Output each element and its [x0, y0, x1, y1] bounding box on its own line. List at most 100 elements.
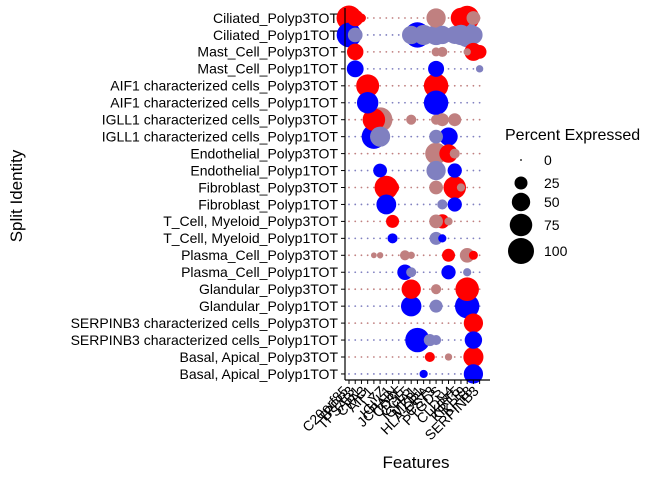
zero-expression-dot: [460, 67, 462, 70]
zero-expression-dot: [435, 356, 437, 358]
zero-expression-dot: [348, 220, 350, 223]
zero-expression-dot: [372, 152, 375, 155]
zero-expression-dot: [348, 203, 350, 206]
zero-expression-dot: [366, 373, 369, 375]
zero-expression-dot: [391, 254, 394, 257]
expression-dot: [370, 126, 391, 147]
x-axis-title: Features: [382, 453, 449, 472]
zero-expression-dot: [416, 237, 419, 240]
zero-expression-dot: [379, 339, 381, 341]
expression-dot: [407, 251, 415, 259]
expression-dot: [454, 293, 480, 319]
zero-expression-dot: [460, 101, 462, 104]
zero-expression-dot: [472, 152, 475, 155]
zero-expression-dot: [360, 203, 363, 206]
zero-expression-dot: [372, 203, 375, 206]
zero-expression-dot: [472, 101, 475, 104]
zero-expression-dot: [391, 322, 394, 324]
zero-expression-dot: [354, 101, 357, 104]
zero-expression-dot: [416, 51, 419, 53]
zero-expression-dot: [385, 305, 388, 308]
zero-expression-dot: [472, 118, 475, 121]
zero-expression-dot: [422, 135, 425, 138]
zero-expression-dot: [348, 373, 350, 375]
zero-expression-dot: [460, 373, 462, 375]
zero-expression-dot: [385, 67, 388, 70]
zero-expression-dot: [422, 169, 425, 172]
zero-expression-dot: [397, 373, 400, 375]
zero-expression-dot: [410, 101, 413, 104]
zero-expression-dot: [404, 237, 406, 240]
zero-expression-dot: [379, 237, 381, 240]
legend-title: Percent Expressed: [505, 127, 640, 144]
zero-expression-dot: [447, 339, 450, 341]
zero-expression-dot: [366, 254, 369, 257]
zero-expression-dot: [360, 356, 363, 358]
zero-expression-dot: [360, 373, 363, 375]
zero-expression-dot: [372, 322, 375, 324]
expression-dot: [356, 92, 379, 114]
zero-expression-dot: [410, 203, 413, 206]
zero-expression-dot: [472, 237, 475, 240]
y-tick-label: Basal, Apical_Polyp1TOT: [180, 366, 339, 382]
zero-expression-dot: [366, 203, 369, 206]
zero-expression-dot: [366, 322, 369, 324]
zero-expression-dot: [453, 67, 456, 70]
zero-expression-dot: [428, 322, 431, 324]
zero-expression-dot: [354, 322, 357, 324]
y-tick-label: AIF1 characterized cells_Polyp1TOT: [110, 95, 338, 111]
expression-dot: [387, 233, 398, 244]
zero-expression-dot: [460, 84, 462, 87]
expression-dot: [449, 148, 460, 159]
zero-expression-dot: [416, 356, 419, 358]
y-tick-label: Fibroblast_Polyp1TOT: [198, 196, 338, 212]
zero-expression-dot: [372, 67, 375, 70]
zero-expression-dot: [397, 237, 400, 240]
zero-expression-dot: [379, 84, 381, 87]
zero-expression-dot: [416, 203, 419, 206]
expression-dot: [406, 267, 417, 278]
zero-expression-dot: [447, 17, 450, 19]
zero-expression-dot: [478, 288, 481, 291]
zero-expression-dot: [397, 17, 400, 19]
y-tick-label: IGLL1 characterized cells_Polyp3TOT: [102, 112, 339, 128]
y-tick-label: SERPINB3 characterized cells_Polyp1TOT: [71, 332, 339, 348]
y-tick-label: SERPINB3 characterized cells_Polyp3TOT: [71, 315, 339, 331]
zero-expression-dot: [416, 17, 419, 19]
zero-expression-dot: [360, 186, 363, 189]
zero-expression-dot: [428, 288, 431, 291]
zero-expression-dot: [391, 34, 394, 36]
zero-expression-dot: [416, 254, 419, 257]
zero-expression-dot: [366, 67, 369, 70]
zero-expression-dot: [366, 356, 369, 358]
zero-expression-dot: [404, 17, 406, 19]
zero-expression-dot: [404, 186, 406, 189]
zero-expression-dot: [366, 169, 369, 172]
zero-expression-dot: [466, 220, 469, 223]
zero-expression-dot: [391, 339, 394, 341]
zero-expression-dot: [404, 101, 406, 104]
zero-expression-dot: [460, 271, 462, 274]
zero-expression-dot: [410, 186, 413, 189]
zero-expression-dot: [397, 101, 400, 104]
zero-expression-dot: [478, 271, 481, 274]
zero-expression-dot: [391, 271, 394, 274]
y-tick-label: T_Cell, Myeloid_Polyp1TOT: [163, 230, 338, 246]
zero-expression-dot: [385, 339, 388, 341]
zero-expression-dot: [466, 84, 469, 87]
zero-expression-dot: [360, 169, 363, 172]
expression-dot: [441, 28, 456, 42]
zero-expression-dot: [348, 356, 350, 358]
zero-expression-dot: [404, 169, 406, 172]
y-tick-label: Glandular_Polyp1TOT: [199, 298, 338, 314]
zero-expression-dot: [447, 305, 450, 308]
zero-expression-dot: [379, 373, 381, 375]
zero-expression-dot: [348, 288, 350, 291]
zero-expression-dot: [366, 271, 369, 274]
zero-expression-dot: [360, 271, 363, 274]
zero-expression-dot: [354, 237, 357, 240]
x-axis-tick-labels: C20orf85TPPP3TPSAB1CPA3AIF1LYZIGLL1JCHAI…: [299, 382, 482, 443]
y-tick-label: Ciliated_Polyp3TOT: [213, 10, 338, 26]
zero-expression-dot: [391, 305, 394, 308]
zero-expression-dot: [416, 101, 419, 104]
